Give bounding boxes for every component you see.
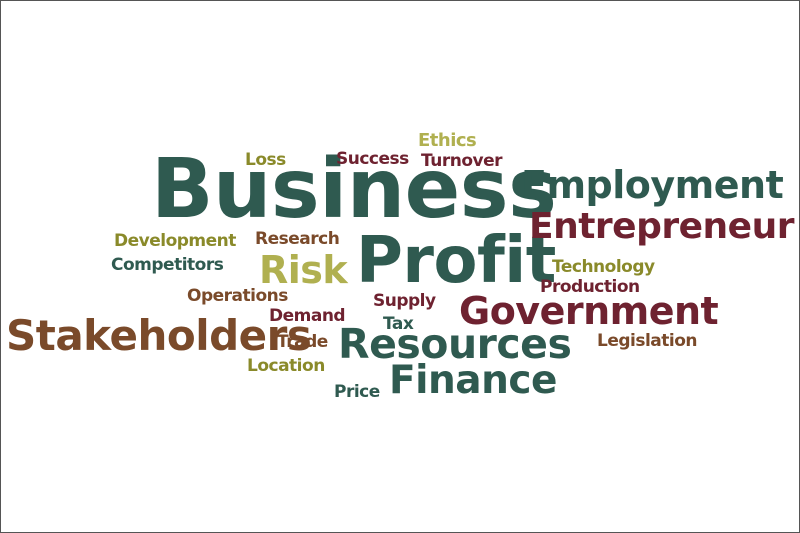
word-research: Research — [255, 229, 340, 249]
word-operations: Operations — [187, 286, 288, 306]
word-competitors: Competitors — [111, 255, 224, 275]
word-loss: Loss — [245, 150, 286, 170]
word-tax: Tax — [383, 314, 414, 334]
word-demand: Demand — [269, 306, 346, 326]
word-turnover: Turnover — [421, 151, 503, 171]
word-trade: Trade — [277, 332, 328, 352]
word-entrepreneur: Entrepreneur — [529, 206, 794, 247]
word-government: Government — [459, 289, 719, 333]
word-profit: Profit — [356, 224, 556, 298]
word-development: Development — [114, 231, 236, 251]
word-technology: Technology — [552, 257, 655, 277]
word-risk: Risk — [259, 248, 348, 292]
word-location: Location — [247, 356, 325, 376]
word-resources: Resources — [338, 320, 572, 368]
word-production: Production — [540, 277, 640, 297]
word-business: Business — [151, 142, 557, 237]
word-supply: Supply — [373, 291, 436, 311]
word-legislation: Legislation — [597, 331, 698, 351]
word-finance: Finance — [389, 358, 557, 403]
word-stakeholders: Stakeholders — [6, 311, 312, 360]
word-ethics: Ethics — [418, 130, 477, 151]
word-employment: Employment — [521, 163, 784, 207]
word-price: Price — [334, 382, 380, 402]
word-success: Success — [336, 149, 409, 169]
